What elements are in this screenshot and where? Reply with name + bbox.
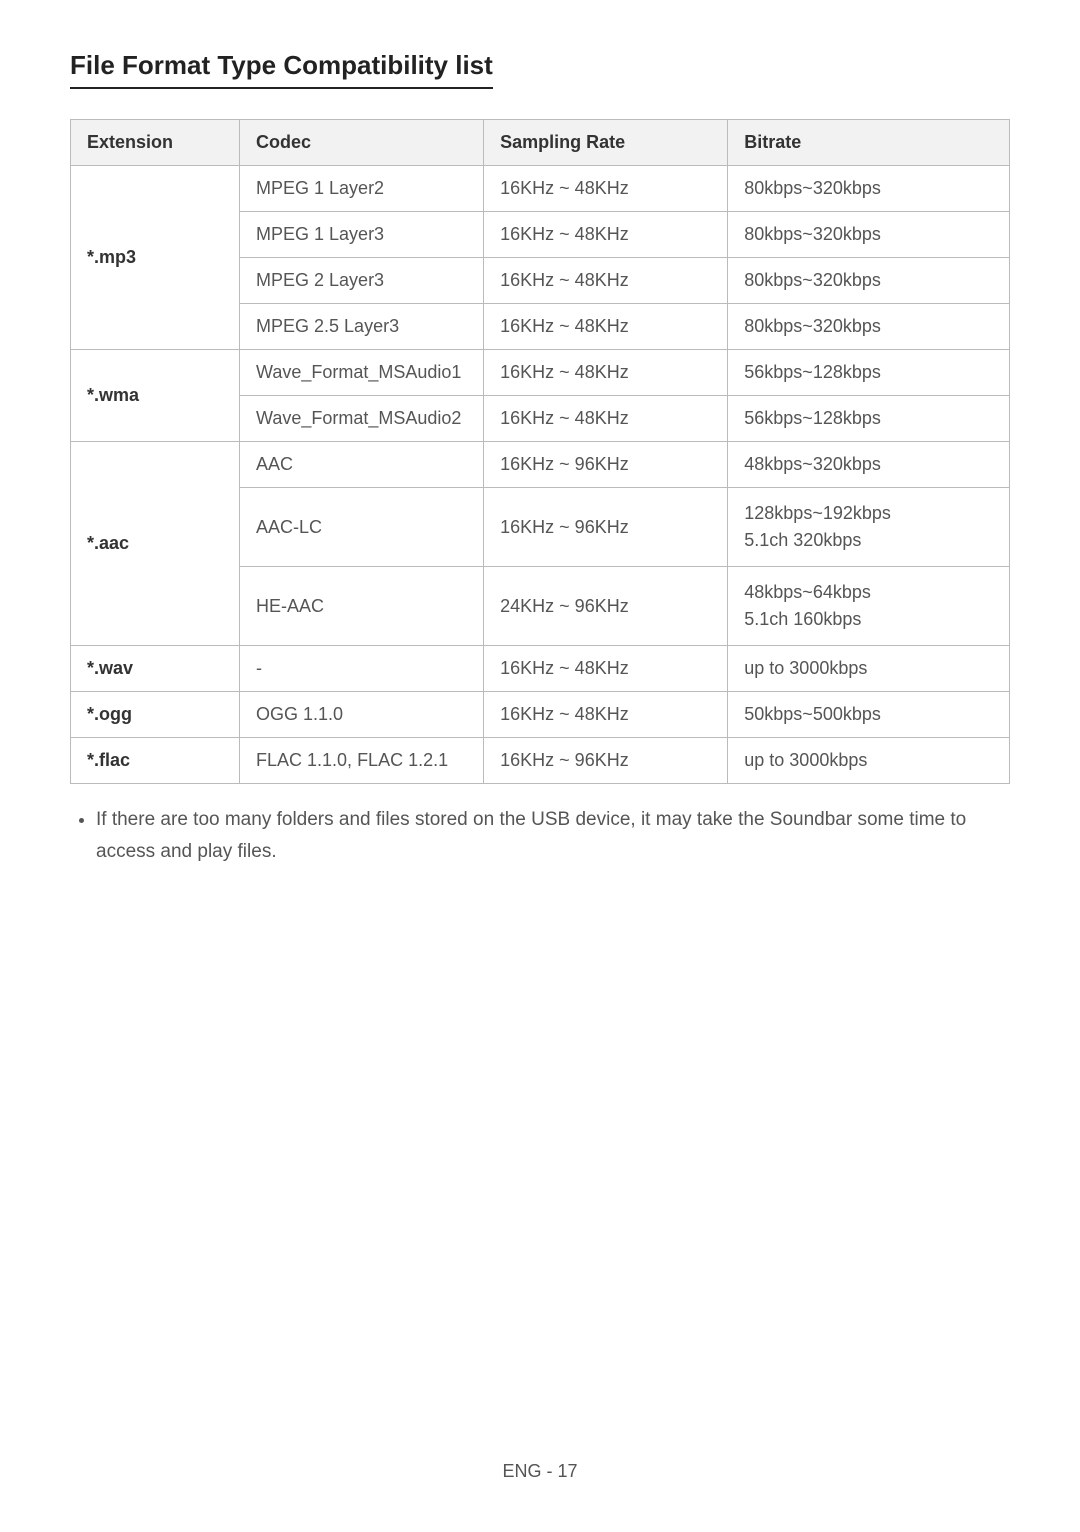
cell-codec: MPEG 1 Layer2: [240, 166, 484, 212]
cell-rate: 16KHz ~ 96KHz: [484, 442, 728, 488]
cell-bitrate: 48kbps~320kbps: [728, 442, 1010, 488]
cell-codec: MPEG 1 Layer3: [240, 212, 484, 258]
compatibility-table: Extension Codec Sampling Rate Bitrate *.…: [70, 119, 1010, 784]
note-item: If there are too many folders and files …: [96, 804, 1010, 869]
cell-rate: 16KHz ~ 96KHz: [484, 738, 728, 784]
cell-codec: AAC-LC: [240, 488, 484, 567]
cell-extension: *.wma: [71, 350, 240, 442]
cell-bitrate: 80kbps~320kbps: [728, 166, 1010, 212]
cell-bitrate: 80kbps~320kbps: [728, 212, 1010, 258]
cell-bitrate: 128kbps~192kbps 5.1ch 320kbps: [728, 488, 1010, 567]
cell-bitrate: 80kbps~320kbps: [728, 304, 1010, 350]
cell-rate: 16KHz ~ 48KHz: [484, 350, 728, 396]
col-extension: Extension: [71, 120, 240, 166]
table-header-row: Extension Codec Sampling Rate Bitrate: [71, 120, 1010, 166]
cell-codec: FLAC 1.1.0, FLAC 1.2.1: [240, 738, 484, 784]
page-footer: ENG - 17: [0, 1461, 1080, 1482]
table-row: *.wma Wave_Format_MSAudio1 16KHz ~ 48KHz…: [71, 350, 1010, 396]
cell-extension: *.wav: [71, 646, 240, 692]
bitrate-line: 48kbps~64kbps: [744, 582, 871, 602]
cell-bitrate: 80kbps~320kbps: [728, 258, 1010, 304]
cell-extension: *.mp3: [71, 166, 240, 350]
table-row: *.wav - 16KHz ~ 48KHz up to 3000kbps: [71, 646, 1010, 692]
cell-codec: AAC: [240, 442, 484, 488]
cell-codec: MPEG 2.5 Layer3: [240, 304, 484, 350]
cell-rate: 16KHz ~ 48KHz: [484, 258, 728, 304]
col-sampling-rate: Sampling Rate: [484, 120, 728, 166]
bitrate-line: 5.1ch 320kbps: [744, 530, 861, 550]
cell-rate: 16KHz ~ 48KHz: [484, 646, 728, 692]
cell-bitrate: 48kbps~64kbps 5.1ch 160kbps: [728, 567, 1010, 646]
table-row: *.aac AAC 16KHz ~ 96KHz 48kbps~320kbps: [71, 442, 1010, 488]
cell-bitrate: 50kbps~500kbps: [728, 692, 1010, 738]
table-row: *.flac FLAC 1.1.0, FLAC 1.2.1 16KHz ~ 96…: [71, 738, 1010, 784]
cell-codec: Wave_Format_MSAudio2: [240, 396, 484, 442]
cell-codec: HE-AAC: [240, 567, 484, 646]
cell-rate: 16KHz ~ 48KHz: [484, 304, 728, 350]
cell-bitrate: 56kbps~128kbps: [728, 396, 1010, 442]
col-codec: Codec: [240, 120, 484, 166]
cell-extension: *.aac: [71, 442, 240, 646]
col-bitrate: Bitrate: [728, 120, 1010, 166]
bitrate-line: 128kbps~192kbps: [744, 503, 891, 523]
cell-rate: 16KHz ~ 48KHz: [484, 166, 728, 212]
table-row: *.ogg OGG 1.1.0 16KHz ~ 48KHz 50kbps~500…: [71, 692, 1010, 738]
cell-bitrate: 56kbps~128kbps: [728, 350, 1010, 396]
notes-list: If there are too many folders and files …: [70, 804, 1010, 869]
cell-codec: -: [240, 646, 484, 692]
cell-rate: 16KHz ~ 48KHz: [484, 212, 728, 258]
bitrate-line: 5.1ch 160kbps: [744, 609, 861, 629]
cell-bitrate: up to 3000kbps: [728, 646, 1010, 692]
table-row: *.mp3 MPEG 1 Layer2 16KHz ~ 48KHz 80kbps…: [71, 166, 1010, 212]
cell-rate: 16KHz ~ 48KHz: [484, 396, 728, 442]
page-heading: File Format Type Compatibility list: [70, 50, 493, 89]
cell-bitrate: up to 3000kbps: [728, 738, 1010, 784]
cell-rate: 24KHz ~ 96KHz: [484, 567, 728, 646]
cell-codec: OGG 1.1.0: [240, 692, 484, 738]
cell-rate: 16KHz ~ 48KHz: [484, 692, 728, 738]
cell-extension: *.ogg: [71, 692, 240, 738]
cell-extension: *.flac: [71, 738, 240, 784]
cell-rate: 16KHz ~ 96KHz: [484, 488, 728, 567]
cell-codec: Wave_Format_MSAudio1: [240, 350, 484, 396]
cell-codec: MPEG 2 Layer3: [240, 258, 484, 304]
